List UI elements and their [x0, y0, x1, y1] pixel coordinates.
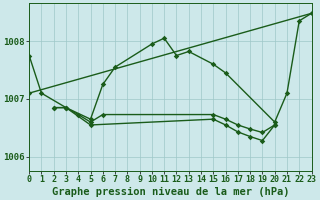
X-axis label: Graphe pression niveau de la mer (hPa): Graphe pression niveau de la mer (hPa)	[52, 186, 289, 197]
